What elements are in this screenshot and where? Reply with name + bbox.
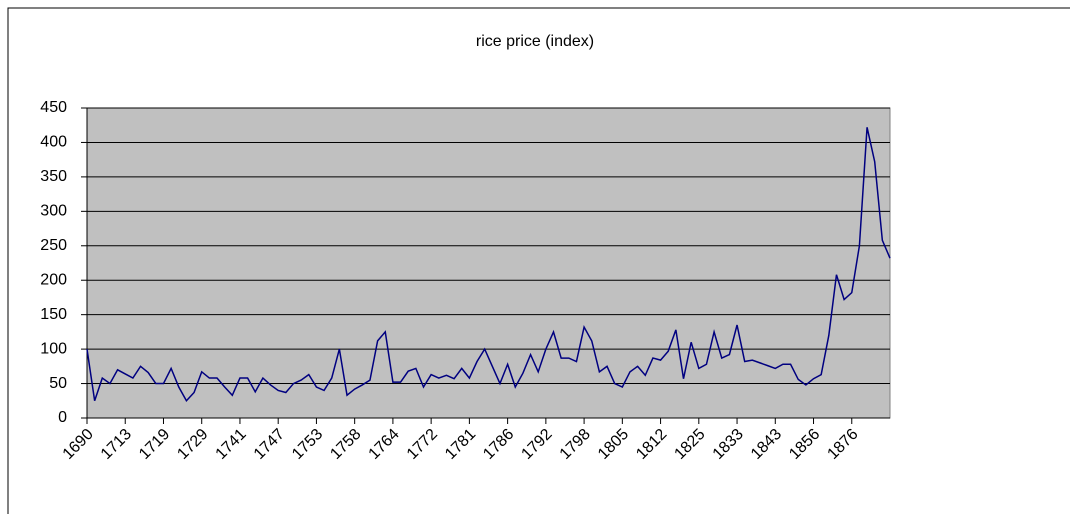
plot-area — [86, 107, 891, 419]
y-tick-label: 400 — [40, 134, 67, 151]
y-tick-label: 350 — [40, 168, 67, 185]
y-tick-label: 450 — [40, 99, 67, 116]
chart-title: rice price (index) — [476, 33, 594, 50]
y-tick-label: 250 — [40, 237, 67, 254]
y-tick-label: 50 — [49, 375, 67, 392]
y-tick-label: 150 — [40, 306, 67, 323]
y-tick-label: 100 — [40, 340, 67, 357]
line-series — [86, 127, 891, 403]
y-tick-label: 300 — [40, 203, 67, 220]
y-tick-label: 200 — [40, 271, 67, 288]
y-tick-label: 0 — [58, 409, 67, 426]
